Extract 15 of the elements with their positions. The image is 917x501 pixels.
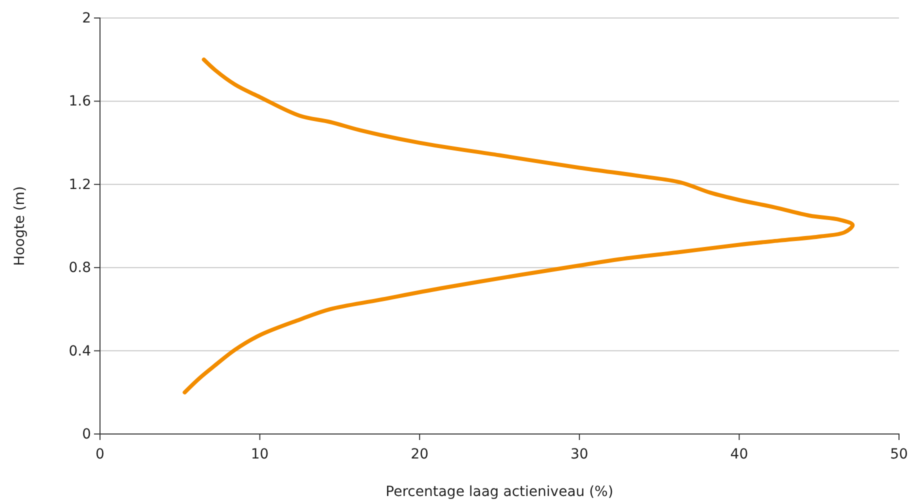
x-axis-title: Percentage laag actieniveau (%): [386, 484, 614, 500]
y-tick-label: 0.4: [68, 343, 92, 360]
y-tick-label: 1.2: [68, 176, 91, 193]
y-tick-label: 1.6: [68, 94, 92, 110]
x-tick-label: 10: [250, 446, 269, 462]
line-series: [182, 58, 855, 394]
x-tick-label: 30: [570, 446, 588, 462]
x-tick-label: 50: [890, 446, 908, 462]
y-tick-label: 0.8: [68, 260, 91, 276]
y-tick-label: 0: [82, 426, 91, 442]
x-tick-label: 0: [96, 446, 104, 462]
x-tick-label: 40: [730, 446, 748, 462]
y-tick-label: 2: [82, 10, 91, 26]
x-tick-label: 20: [410, 446, 429, 462]
y-axis-title: Hoogte (m): [12, 186, 28, 266]
